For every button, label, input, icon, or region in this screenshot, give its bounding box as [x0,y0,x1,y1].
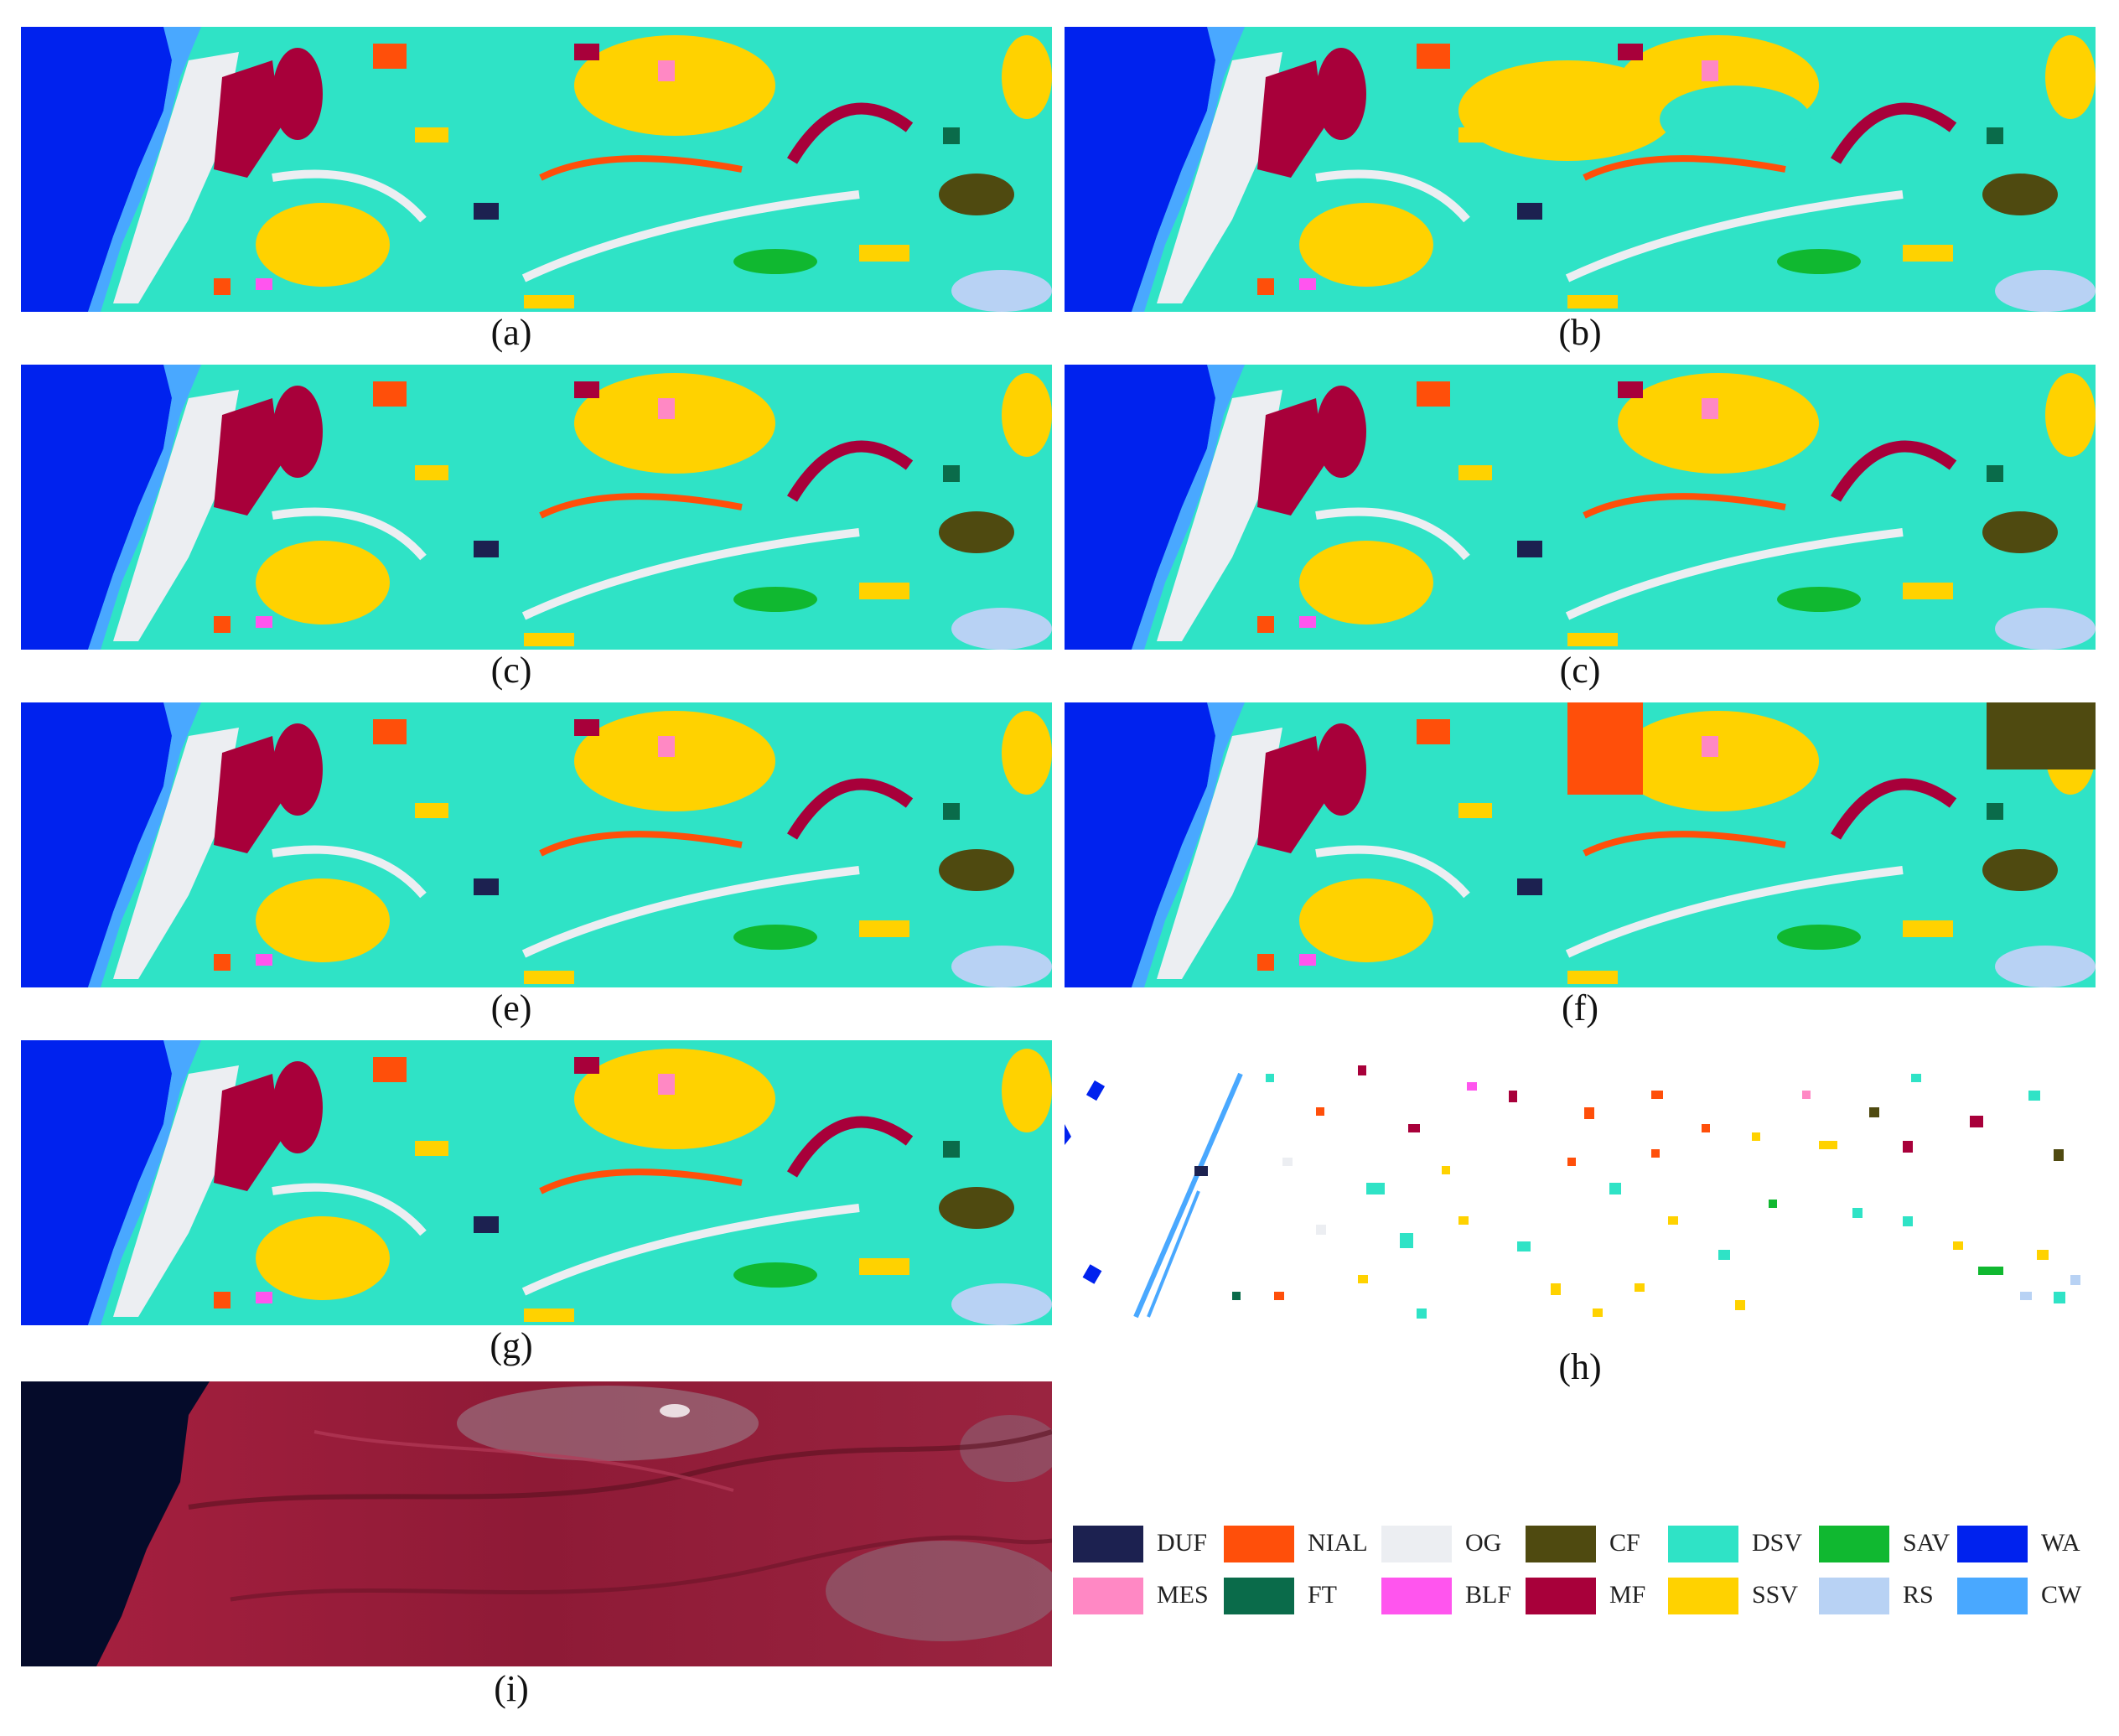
legend-label-cw: CW [2041,1581,2082,1609]
legend-label-cf: CF [1609,1529,1640,1557]
legend-label-nial: NIAL [1308,1529,1368,1557]
legend-label-blf: BLF [1465,1581,1512,1609]
land-cover-map-g [21,1040,1052,1325]
caption-e: (e) [490,987,532,1029]
ground-truth-map-h [1065,1065,2080,1319]
caption-b: (b) [1558,312,1602,353]
false-color-image-i [21,1381,1052,1666]
legend-swatch-ssv [1668,1578,1738,1614]
land-cover-map-e [21,702,1052,987]
legend: DUF NIAL OG CF DSV SAV WA MES FT BLF MF [1073,1526,2096,1618]
legend-label-ssv: SSV [1752,1581,1799,1609]
map-panel-g [21,1040,1052,1325]
ground-truth-samples [1232,1065,2080,1319]
legend-swatch-mes [1073,1578,1143,1614]
legend-swatch-ft [1224,1578,1294,1614]
land-cover-map-c-left [21,365,1052,650]
legend-swatch-wa [1957,1526,2028,1562]
caption-h: (h) [1558,1346,1602,1387]
caption-f: (f) [1562,987,1598,1029]
map-panel-c-right [1065,365,2096,650]
map-panel-i-satellite [21,1381,1052,1666]
map-panel-e [21,702,1052,987]
legend-swatch-rs [1819,1578,1889,1614]
map-panel-b [1065,27,2096,312]
land-cover-map-f [1065,702,2096,987]
caption-a: (a) [490,312,532,353]
map-panel-f [1065,702,2096,987]
legend-label-mf: MF [1609,1581,1646,1609]
caption-i: (i) [494,1668,529,1709]
legend-swatch-mf [1526,1578,1596,1614]
legend-swatch-cw [1957,1578,2028,1614]
legend-label-mes: MES [1157,1581,1209,1609]
map-panel-a [21,27,1052,312]
legend-swatch-nial [1224,1526,1294,1562]
legend-swatch-sav [1819,1526,1889,1562]
legend-swatch-cf [1526,1526,1596,1562]
legend-label-duf: DUF [1157,1529,1208,1557]
legend-label-wa: WA [2041,1529,2080,1557]
map-panel-h-ground-truth [1065,1040,2096,1334]
legend-label-dsv: DSV [1752,1529,1803,1557]
caption-c-right: (c) [1559,650,1601,691]
legend-swatch-dsv [1668,1526,1738,1562]
map-panel-c-left [21,365,1052,650]
land-cover-map-b [1065,27,2096,312]
land-cover-map-c-right [1065,365,2096,650]
caption-c-left: (c) [490,650,532,691]
legend-label-rs: RS [1903,1581,1934,1609]
legend-swatch-duf [1073,1526,1143,1562]
legend-label-sav: SAV [1903,1529,1951,1557]
legend-label-og: OG [1465,1529,1502,1557]
land-cover-map-a [21,27,1052,312]
legend-label-ft: FT [1308,1581,1338,1609]
legend-swatch-og [1381,1526,1452,1562]
legend-swatch-blf [1381,1578,1452,1614]
caption-g: (g) [490,1325,533,1366]
